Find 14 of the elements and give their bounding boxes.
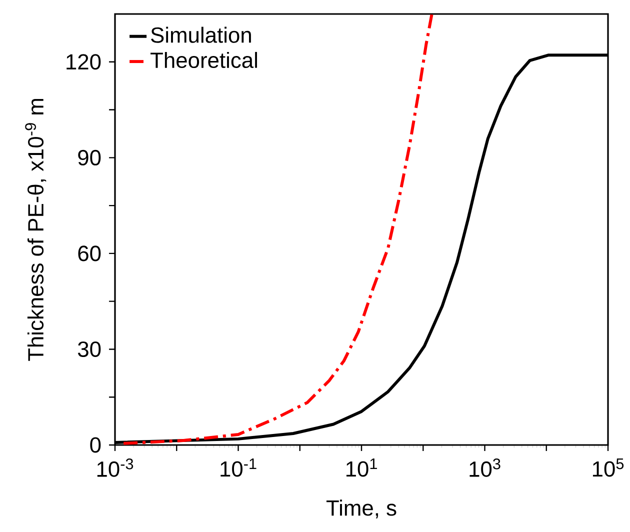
y-tick-label: 0 <box>90 437 101 453</box>
x-tick-label: 10$^{5}$ <box>592 458 624 477</box>
x-axis-title: Time, s <box>326 500 396 518</box>
x-tick-label: 10$^{-1}$ <box>220 458 256 477</box>
legend-label: Theoretical <box>150 52 257 68</box>
x-tick-label: 10$^{-3}$ <box>97 458 134 477</box>
y-tick-label: 30 <box>78 341 101 357</box>
y-axis-title: Thickness of PE-θ, x10$^{-9}$ m <box>25 99 46 361</box>
x-tick-label: 10$^{3}$ <box>470 458 500 477</box>
y-tick-label: 90 <box>78 150 101 166</box>
x-tick-label: 10$^{1}$ <box>346 458 377 477</box>
legend-label: Simulation <box>151 26 251 43</box>
y-tick-label: 60 <box>78 246 101 262</box>
y-tick-label: 120 <box>66 54 101 70</box>
